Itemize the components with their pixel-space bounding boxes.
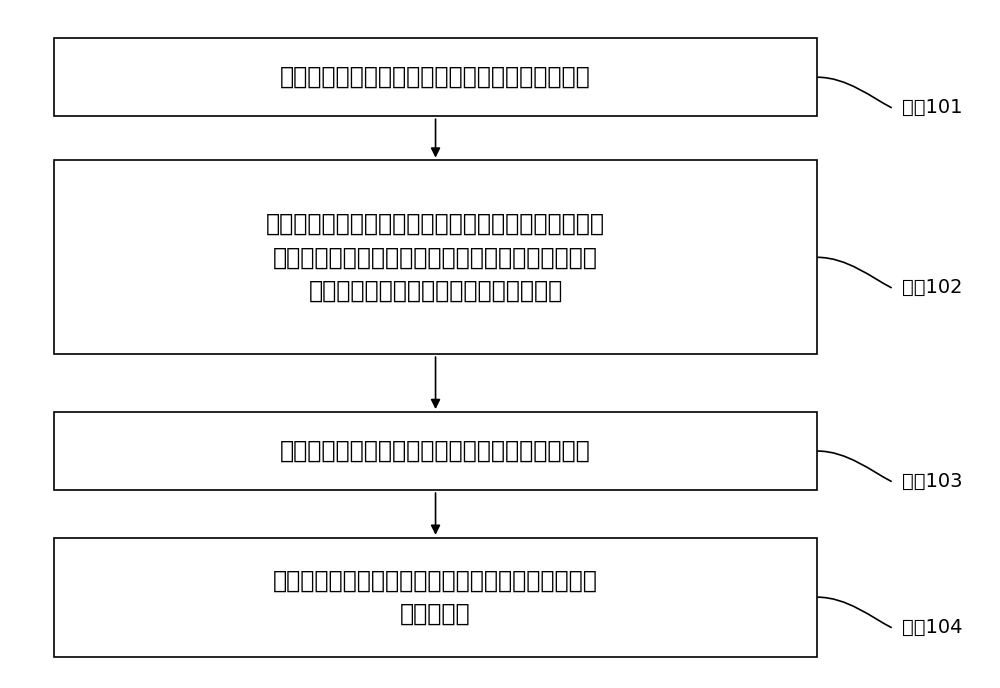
Text: 基于多个参数计算秸秆到生物质电厂的采收总成本: 基于多个参数计算秸秆到生物质电厂的采收总成本 xyxy=(280,65,591,89)
Text: 步骤102: 步骤102 xyxy=(902,279,962,297)
Text: 步骤101: 步骤101 xyxy=(902,98,962,118)
Text: 分别将所述参数中的至少一部分参数增加预定百分比，
计算该参数增加后采收总成本的变化率，并将产生采
收总成本最大变化率的参数作为关键参数: 分别将所述参数中的至少一部分参数增加预定百分比， 计算该参数增加后采收总成本的变… xyxy=(266,212,605,303)
Text: 基于多个参数计算秸秆到生物质电厂的采收总成本: 基于多个参数计算秸秆到生物质电厂的采收总成本 xyxy=(280,439,591,463)
Bar xyxy=(54,538,817,656)
Bar xyxy=(54,160,817,354)
Text: 步骤103: 步骤103 xyxy=(902,472,962,491)
Bar xyxy=(54,412,817,490)
Text: 基于所述关键参数确定所述秸秆收储点在所述圆形区
域中的位置: 基于所述关键参数确定所述秸秆收储点在所述圆形区 域中的位置 xyxy=(273,568,598,626)
Bar xyxy=(54,38,817,116)
Text: 步骤104: 步骤104 xyxy=(902,619,962,637)
